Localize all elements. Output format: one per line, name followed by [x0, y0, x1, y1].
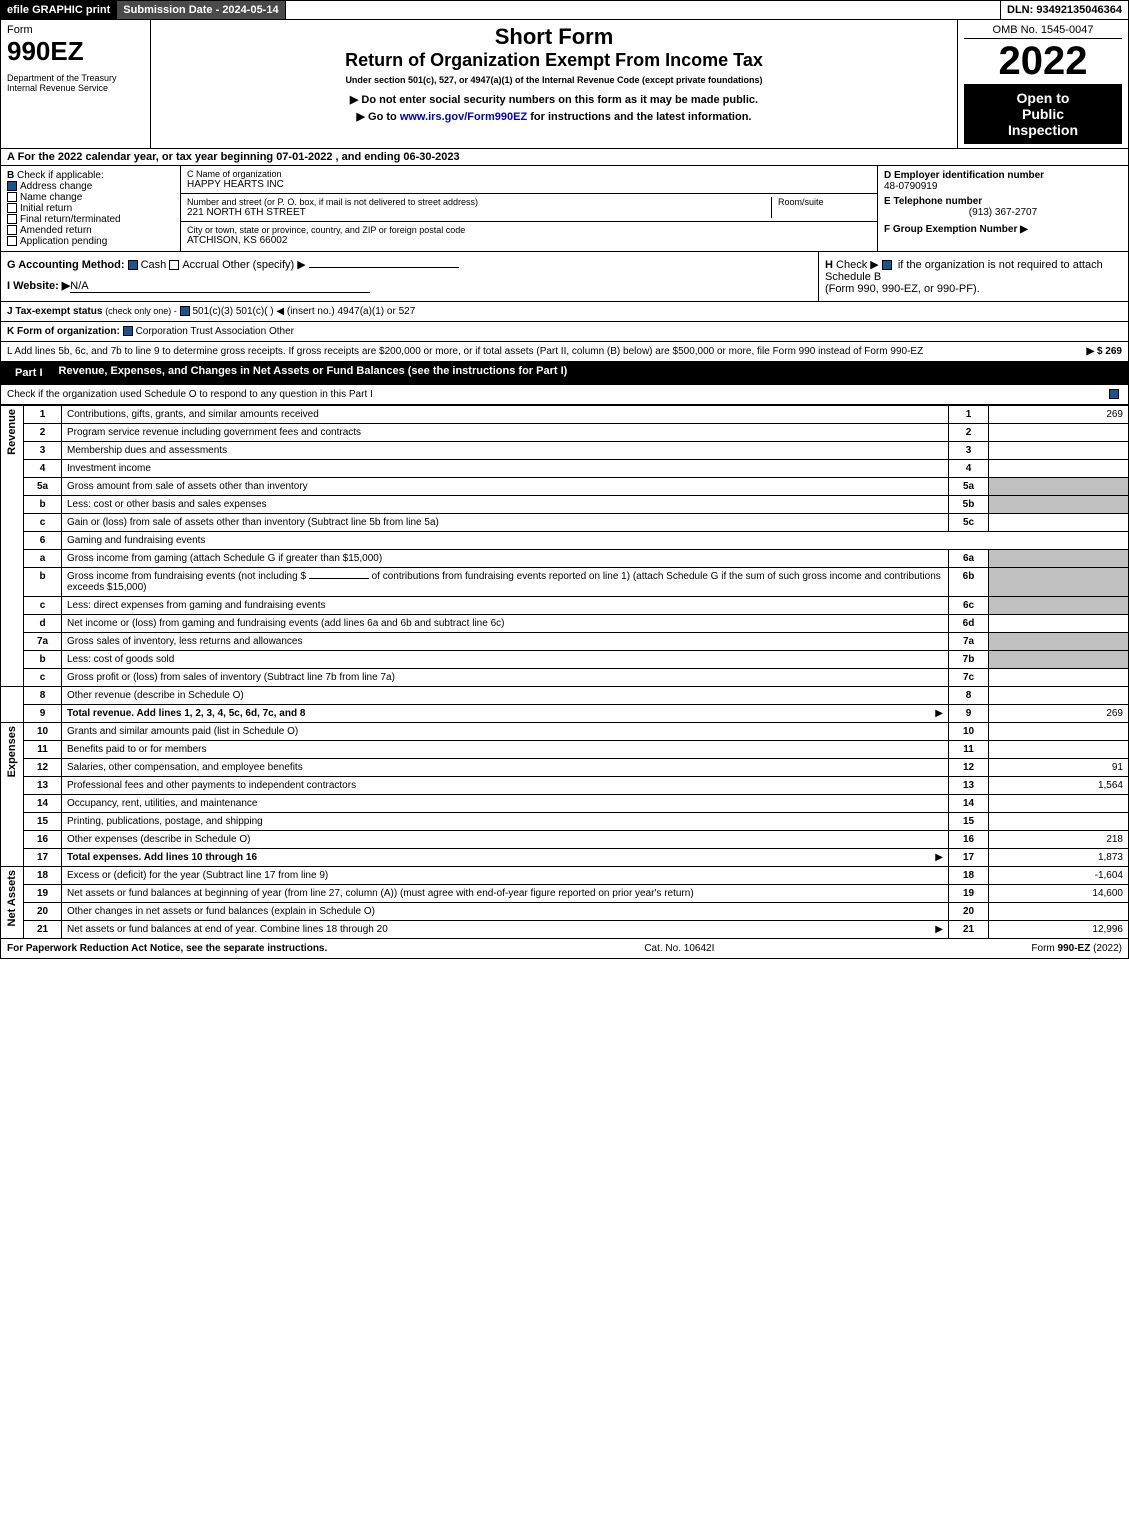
line19-amt: 14,600	[989, 885, 1129, 903]
chk-final-return[interactable]	[7, 214, 17, 224]
part1-check: Check if the organization used Schedule …	[0, 385, 1129, 405]
irs-url[interactable]: www.irs.gov/Form990EZ	[400, 111, 527, 123]
city-label: City or town, state or province, country…	[187, 225, 871, 235]
goto-link[interactable]: ▶ Go to www.irs.gov/Form990EZ for instru…	[157, 110, 951, 123]
chk-schedule-o-part1[interactable]	[1109, 389, 1119, 399]
paperwork-notice: For Paperwork Reduction Act Notice, see …	[7, 943, 327, 954]
section-bcd: B Check if applicable: Address change Na…	[0, 166, 1129, 252]
chk-amended-return[interactable]	[7, 225, 17, 235]
line17-amt: 1,873	[989, 849, 1129, 867]
row-j: J Tax-exempt status (check only one) - 5…	[0, 302, 1129, 322]
line21-amt: 12,996	[989, 921, 1129, 939]
title-short-form: Short Form	[157, 24, 951, 50]
page-footer: For Paperwork Reduction Act Notice, see …	[0, 939, 1129, 959]
tax-year: 2022	[964, 39, 1122, 84]
group-exemption-label: F Group Exemption Number ▶	[884, 224, 1122, 235]
chk-cash[interactable]	[128, 260, 138, 270]
line9-amt: 269	[989, 705, 1129, 723]
row-a-tax-year: A For the 2022 calendar year, or tax yea…	[0, 149, 1129, 166]
g-label: G Accounting Method:	[7, 259, 125, 271]
city-state-zip: ATCHISON, KS 66002	[187, 235, 871, 246]
section-gh: G Accounting Method: Cash Accrual Other …	[0, 252, 1129, 302]
chk-initial-return[interactable]	[7, 203, 17, 213]
gross-receipts-amt: ▶ $ 269	[1042, 346, 1122, 357]
submission-date: Submission Date - 2024-05-14	[117, 1, 285, 19]
open-to-public: Open toPublicInspection	[964, 84, 1122, 144]
line1-amt: 269	[989, 406, 1129, 424]
chk-corporation[interactable]	[123, 326, 133, 336]
row-k: K Form of organization: Corporation Trus…	[0, 322, 1129, 342]
chk-address-change[interactable]	[7, 181, 17, 191]
dept-treasury: Department of the Treasury	[7, 73, 144, 83]
chk-schedule-b-not-required[interactable]	[882, 260, 892, 270]
tel-value: (913) 367-2707	[884, 207, 1122, 218]
line13-amt: 1,564	[989, 777, 1129, 795]
subtitle: Under section 501(c), 527, or 4947(a)(1)…	[157, 75, 951, 85]
col-c-org-info: C Name of organization HAPPY HEARTS INC …	[181, 166, 878, 251]
tel-label: E Telephone number	[884, 196, 1122, 207]
form-ref: Form 990-EZ (2022)	[1031, 943, 1122, 954]
efile-print-button[interactable]: efile GRAPHIC print	[1, 1, 117, 19]
room-label: Room/suite	[778, 197, 871, 207]
net-assets-label: Net Assets	[6, 870, 18, 926]
ein-value: 48-0790919	[884, 181, 1122, 192]
form-header: Form 990EZ Department of the Treasury In…	[0, 20, 1129, 149]
revenue-label: Revenue	[6, 409, 18, 455]
street-label: Number and street (or P. O. box, if mail…	[187, 197, 478, 207]
omb-number: OMB No. 1545-0047	[964, 24, 1122, 39]
org-name: HAPPY HEARTS INC	[187, 179, 871, 190]
dln: DLN: 93492135046364	[1001, 1, 1128, 19]
chk-501c3[interactable]	[180, 306, 190, 316]
part1-header: Part I Revenue, Expenses, and Changes in…	[0, 362, 1129, 385]
col-d-ein: D Employer identification number 48-0790…	[878, 166, 1128, 251]
top-bar: efile GRAPHIC print Submission Date - 20…	[0, 0, 1129, 20]
expenses-label: Expenses	[6, 726, 18, 777]
website-value: N/A	[70, 280, 370, 293]
line12-amt: 91	[989, 759, 1129, 777]
col-b-checkboxes: B Check if applicable: Address change Na…	[1, 166, 181, 251]
line16-amt: 218	[989, 831, 1129, 849]
form-number: 990EZ	[7, 36, 144, 67]
ein-label: D Employer identification number	[884, 170, 1122, 181]
part1-table: Revenue 1Contributions, gifts, grants, a…	[0, 405, 1129, 939]
cat-no: Cat. No. 10642I	[644, 943, 714, 954]
row-l: L Add lines 5b, 6c, and 7b to line 9 to …	[0, 342, 1129, 362]
chk-name-change[interactable]	[7, 192, 17, 202]
org-name-label: C Name of organization	[187, 169, 871, 179]
form-label: Form	[7, 24, 144, 36]
irs-label: Internal Revenue Service	[7, 83, 144, 93]
i-label: I Website: ▶	[7, 280, 70, 292]
street-address: 221 NORTH 6TH STREET	[187, 207, 478, 218]
title-return: Return of Organization Exempt From Incom…	[157, 50, 951, 71]
ssn-warning: ▶ Do not enter social security numbers o…	[157, 93, 951, 106]
line18-amt: -1,604	[989, 867, 1129, 885]
chk-accrual[interactable]	[169, 260, 179, 270]
chk-application-pending[interactable]	[7, 236, 17, 246]
